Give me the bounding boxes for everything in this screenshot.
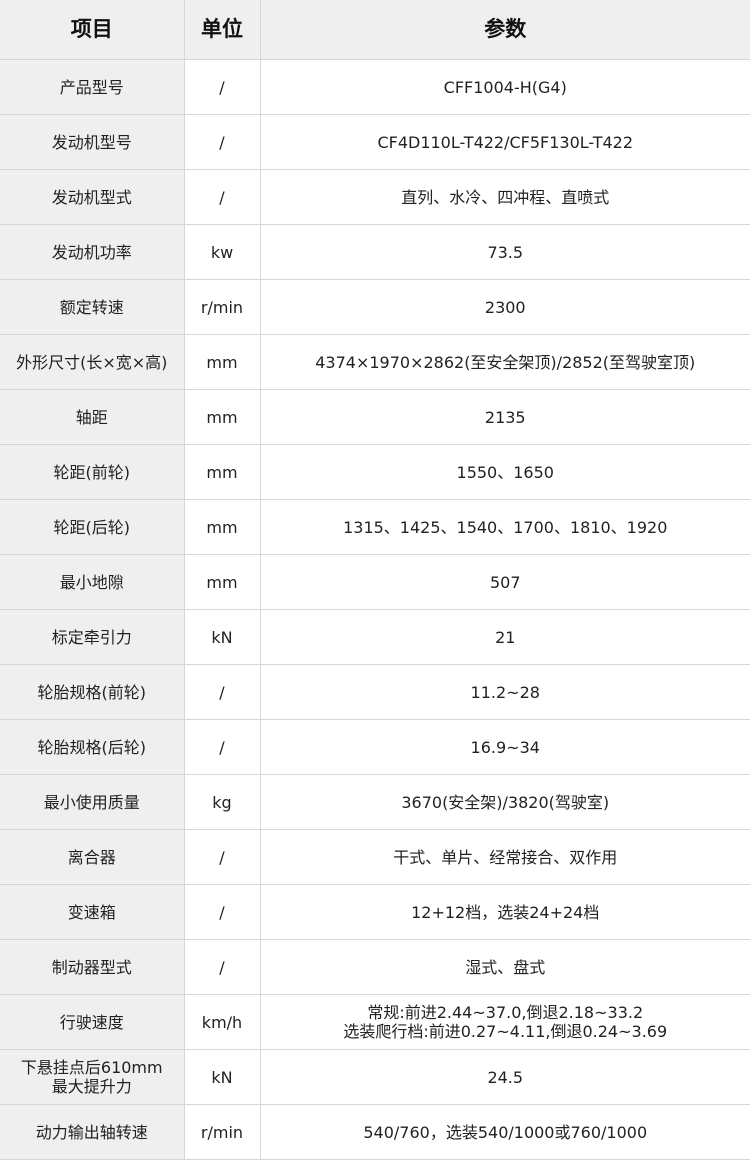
table-row: 动力输出轴转速 r/min 540/760，选装540/1000或760/1000 [0,1104,750,1160]
unit-cell: / [183,829,261,885]
item-cell: 外形尺寸(长×宽×高) [0,334,185,390]
value-cell: 4374×1970×2862(至安全架顶)/2852(至驾驶室顶) [259,334,750,390]
table-row: 离合器 / 干式、单片、经常接合、双作用 [0,829,750,885]
item-cell: 动力输出轴转速 [0,1104,185,1160]
table-row: 产品型号 / CFF1004-H(G4) [0,59,750,115]
value-cell: CF4D110L-T422/CF5F130L-T422 [259,114,750,170]
unit-cell: mm [183,499,261,555]
unit-cell: kg [183,774,261,830]
value-cell: 2300 [259,279,750,335]
unit-cell: / [183,59,261,115]
item-cell: 轮胎规格(后轮) [0,719,185,775]
value-cell: 540/760，选装540/1000或760/1000 [259,1104,750,1160]
table-row: 制动器型式 / 湿式、盘式 [0,939,750,995]
unit-cell: mm [183,334,261,390]
value-cell: 常规:前进2.44~37.0,倒退2.18~33.2 选装爬行档:前进0.27~… [259,994,750,1050]
value-cell: 3670(安全架)/3820(驾驶室) [259,774,750,830]
header-item: 项目 [0,0,185,60]
item-cell: 离合器 [0,829,185,885]
value-cell: 12+12档，选装24+24档 [259,884,750,940]
unit-cell: / [183,939,261,995]
item-cell: 下悬挂点后610mm 最大提升力 [0,1049,185,1105]
unit-cell: / [183,664,261,720]
value-cell: 1550、1650 [259,444,750,500]
table-row: 额定转速 r/min 2300 [0,279,750,335]
table-row: 标定牵引力 kN 21 [0,609,750,665]
item-cell: 发动机功率 [0,224,185,280]
unit-cell: km/h [183,994,261,1050]
unit-cell: / [183,884,261,940]
unit-cell: kN [183,609,261,665]
item-cell: 变速箱 [0,884,185,940]
table-row: 轮胎规格(后轮)/16.9~34 [0,719,750,775]
value-cell: 73.5 [259,224,750,280]
value-cell: 24.5 [259,1049,750,1105]
value-cell: CFF1004-H(G4) [259,59,750,115]
table-row: 最小使用质量 kg 3670(安全架)/3820(驾驶室) [0,774,750,830]
table-row: 外形尺寸(长×宽×高) mm 4374×1970×2862(至安全架顶)/2852(… [0,334,750,390]
item-cell: 最小使用质量 [0,774,185,830]
unit-cell: r/min [183,1104,261,1160]
table-row: 发动机功率 kw 73.5 [0,224,750,280]
item-cell: 标定牵引力 [0,609,185,665]
item-cell: 轮距(后轮) [0,499,185,555]
value-cell: 11.2~28 [259,664,750,720]
unit-cell: mm [183,389,261,445]
value-cell: 干式、单片、经常接合、双作用 [259,829,750,885]
value-cell: 1315、1425、1540、1700、1810、1920 [259,499,750,555]
table-row: 变速箱/12+12档，选装24+24档 [0,884,750,940]
item-cell: 轴距 [0,389,185,445]
table-row: 轮距(后轮) mm 1315、1425、1540、1700、1810、1920 [0,499,750,555]
item-cell: 产品型号 [0,59,185,115]
item-cell: 额定转速 [0,279,185,335]
table-row: 轮距(前轮) mm 1550、1650 [0,444,750,500]
value-cell: 21 [259,609,750,665]
value-cell: 湿式、盘式 [259,939,750,995]
unit-cell: r/min [183,279,261,335]
table-row: 轴距 mm 2135 [0,389,750,445]
item-cell: 最小地隙 [0,554,185,610]
unit-cell: kN [183,1049,261,1105]
item-cell: 制动器型式 [0,939,185,995]
table-row: 发动机型式 / 直列、水冷、四冲程、直喷式 [0,169,750,225]
header-unit: 单位 [183,0,261,60]
value-cell: 16.9~34 [259,719,750,775]
table-row: 最小地隙 mm 507 [0,554,750,610]
unit-cell: / [183,719,261,775]
item-cell: 发动机型式 [0,169,185,225]
item-cell: 轮距(前轮) [0,444,185,500]
value-cell: 507 [259,554,750,610]
item-cell: 行驶速度 [0,994,185,1050]
table-row: 行驶速度 km/h 常规:前进2.44~37.0,倒退2.18~33.2 选装爬行档… [0,994,750,1050]
header-param: 参数 [259,0,750,60]
table-row: 下悬挂点后610mm 最大提升力 kN 24.5 [0,1049,750,1105]
item-cell: 轮胎规格(前轮) [0,664,185,720]
unit-cell: / [183,114,261,170]
header-row: 项目 单位 参数 [0,0,750,60]
table-row: 发动机型号 / CF4D110L-T422/CF5F130L-T422 [0,114,750,170]
unit-cell: / [183,169,261,225]
value-cell: 直列、水冷、四冲程、直喷式 [259,169,750,225]
unit-cell: mm [183,554,261,610]
unit-cell: mm [183,444,261,500]
unit-cell: kw [183,224,261,280]
table-row: 轮胎规格(前轮)/11.2~28 [0,664,750,720]
item-cell: 发动机型号 [0,114,185,170]
value-cell: 2135 [259,389,750,445]
